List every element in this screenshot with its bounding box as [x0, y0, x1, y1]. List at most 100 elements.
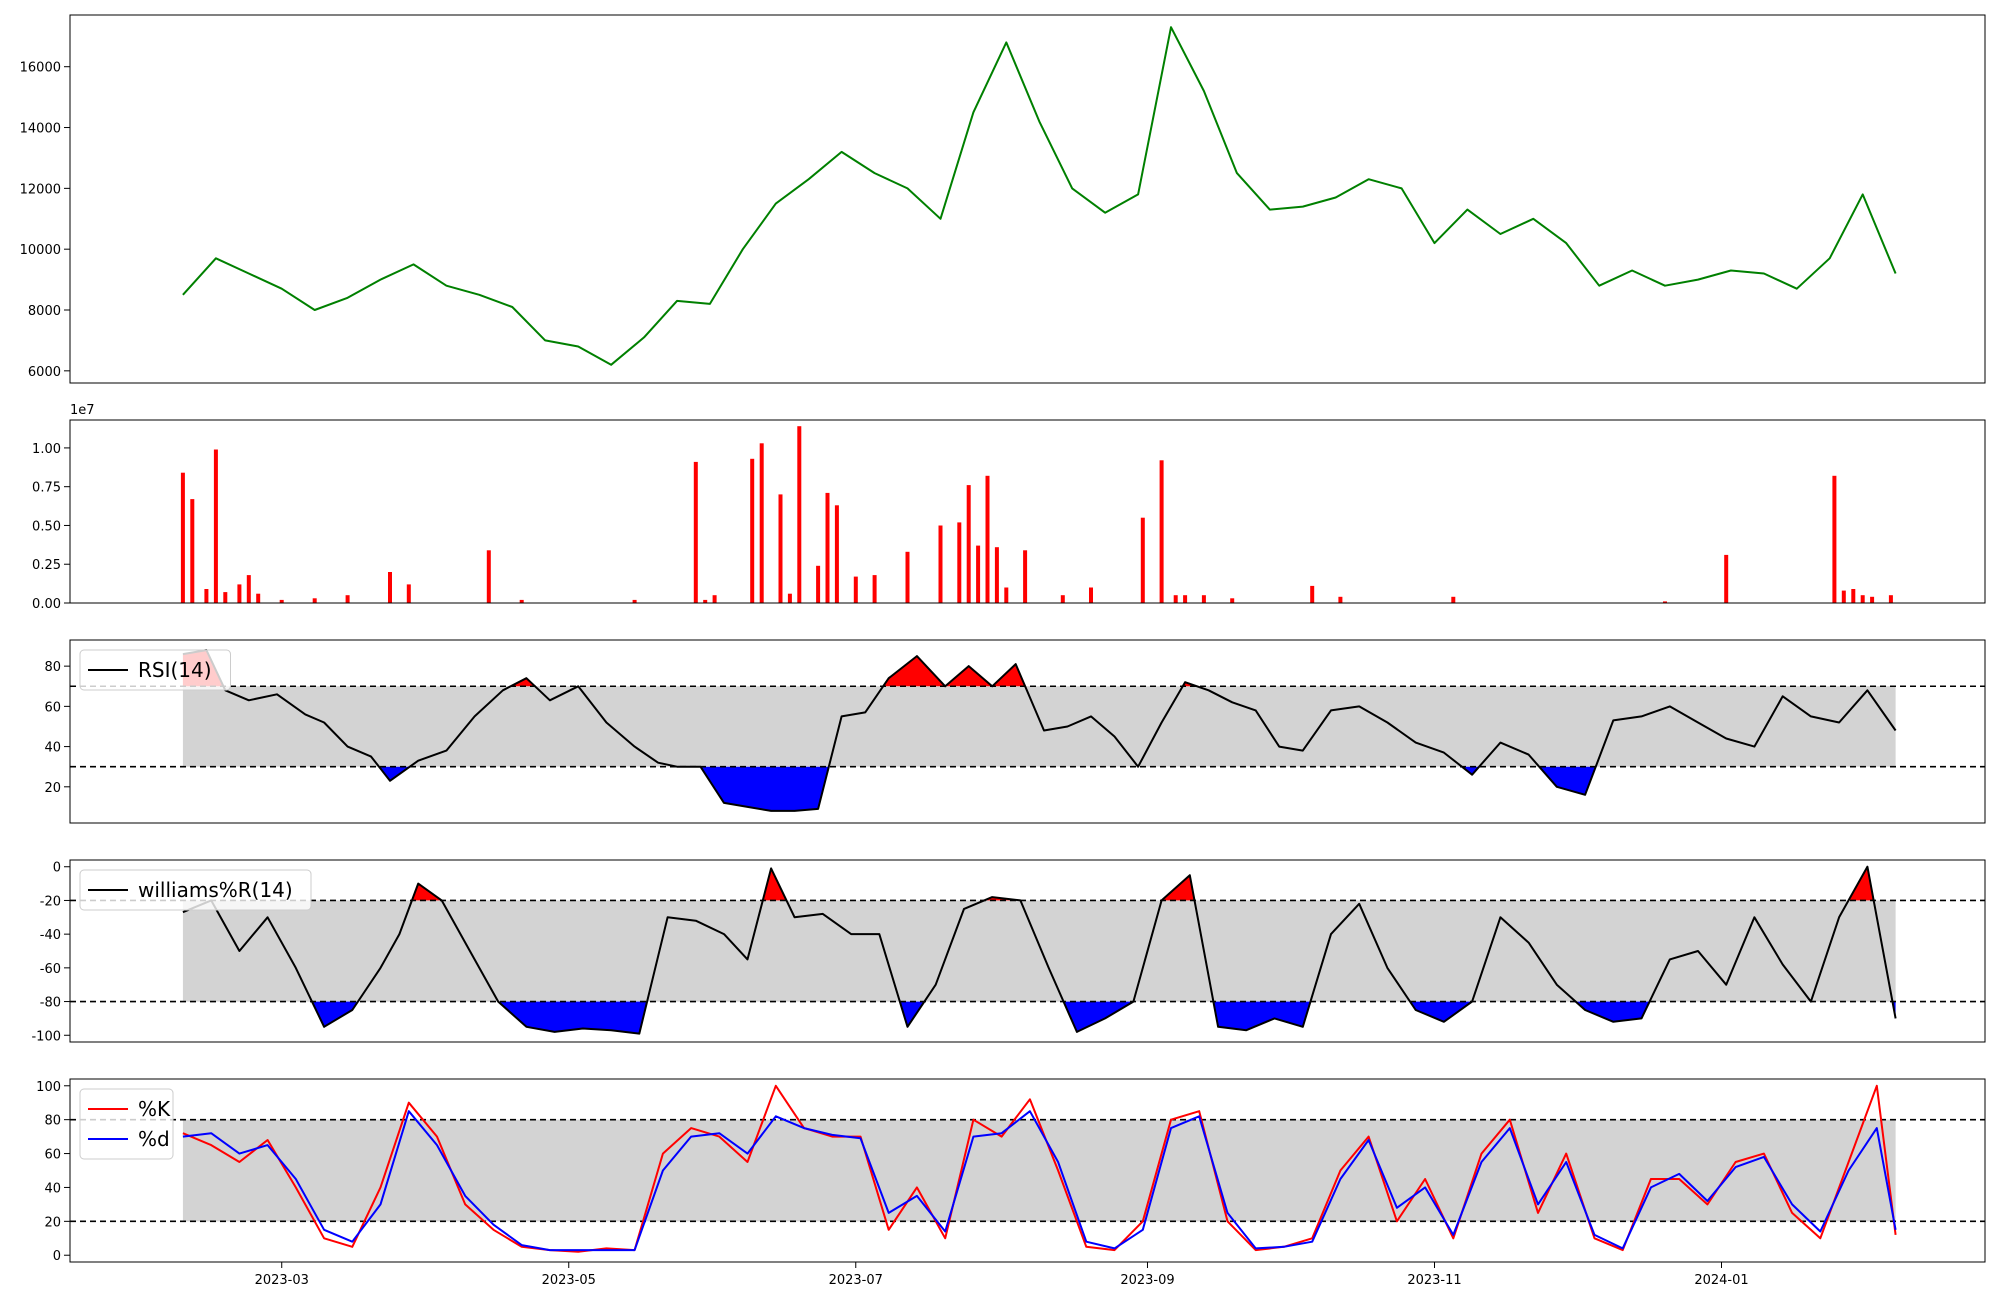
- volume-bar-up: [853, 576, 858, 603]
- stochastic-panel-y-tick-label: 0: [53, 1249, 61, 1264]
- volume-bar-up: [1230, 598, 1235, 603]
- rsi-panel-neutral-band: [182, 686, 1896, 767]
- williams-panel-y-tick-label: -20: [40, 894, 61, 909]
- stochastic-panel-y-tick-label: 20: [44, 1215, 61, 1230]
- volume-bar-up: [1201, 595, 1206, 603]
- stochastic-panel-legend-label: %K: [138, 1097, 171, 1121]
- x-tick-label: 2024-01: [1694, 1273, 1748, 1288]
- volume-bar-up: [1089, 587, 1093, 603]
- x-tick-label: 2023-09: [1120, 1273, 1174, 1288]
- rsi-panel-y-tick-label: 80: [44, 660, 61, 675]
- volume-scale-label: 1e7: [70, 403, 95, 418]
- volume-panel: 0.00 0.25 0.50 0.75 1.00 1e7: [32, 403, 1986, 612]
- volume-panel-y-tick-label: 0.25: [32, 558, 61, 573]
- volume-panel-y-tick-label: 1.00: [32, 442, 61, 457]
- volume-bar-up: [1870, 596, 1875, 603]
- stochastic-panel-y-tick-label: 40: [44, 1181, 61, 1196]
- volume-bar-up: [966, 485, 971, 603]
- stochastic-panel-legend-label: %d: [138, 1127, 170, 1151]
- volume-bar-up: [1183, 595, 1188, 603]
- rsi-panel-legend: [79, 649, 231, 691]
- volume-bar-up: [213, 449, 218, 603]
- price-panel: 6000 8000 10000 12000 14000 16000: [20, 14, 1986, 384]
- volume-panel-frame: [69, 419, 1986, 604]
- volume-bar-up: [938, 525, 943, 603]
- williams-panel-y-tick-label: -60: [40, 962, 61, 977]
- price-panel-y-tick-label: 8000: [28, 304, 61, 319]
- stochastic-panel: 0 20 40 60 80 100 %K %d: [36, 1078, 1986, 1264]
- stochastic-panel-frame: [69, 1078, 1986, 1263]
- volume-bar-up: [825, 492, 830, 603]
- x-tick-label: 2023-05: [542, 1273, 596, 1288]
- price-line: [182, 26, 1897, 366]
- volume-bar-up: [872, 575, 877, 603]
- volume-bar-up: [1888, 595, 1893, 603]
- volume-bar-up: [406, 584, 411, 603]
- williams-panel-legend-label: williams%R(14): [138, 878, 293, 902]
- x-tick-label: 2023-03: [255, 1273, 309, 1288]
- volume-bar-up: [1159, 460, 1164, 603]
- volume-panel-y-tick-label: 0.00: [32, 597, 61, 612]
- volume-bar-up: [312, 598, 317, 603]
- williams-panel-y-tick-label: -80: [40, 996, 61, 1011]
- volume-bar-up: [1451, 596, 1456, 603]
- volume-bar-up: [816, 565, 821, 603]
- williams-panel-frame: [69, 859, 1986, 1043]
- rsi-panel-y-tick-label: 40: [44, 741, 61, 756]
- volume-bar-up: [190, 499, 195, 603]
- volume-bar-up: [1663, 601, 1667, 603]
- williams-panel-line: [182, 865, 1897, 1035]
- stochastic-panel-legend: [79, 1088, 174, 1160]
- williams-panel-y-tick-label: 0: [53, 861, 61, 876]
- volume-bar-up: [797, 426, 802, 603]
- x-tick-label: 2023-07: [829, 1273, 883, 1288]
- williams-panel-y-tick-label: -100: [31, 1029, 61, 1044]
- volume-bar-up: [778, 494, 783, 603]
- volume-bar-up: [256, 593, 261, 603]
- x-tick-label: 2023-11: [1407, 1273, 1461, 1288]
- shared-x-axis: 2023-03 2023-05 2023-07 2023-09 2023-11 2024-…: [255, 1262, 1749, 1288]
- volume-bar-up: [759, 443, 764, 603]
- volume-bar-up: [834, 505, 839, 603]
- volume-bar-up: [1140, 517, 1145, 603]
- volume-bar-up: [905, 551, 910, 603]
- stochastic-d-line: [182, 1110, 1897, 1252]
- volume-bar-up: [985, 475, 990, 603]
- price-panel-y-tick-label: 12000: [20, 182, 61, 197]
- volume-bar-up: [246, 575, 251, 603]
- volume-bar-up: [1724, 554, 1729, 603]
- rsi-panel-line: [182, 649, 1897, 812]
- volume-bar-up: [237, 584, 242, 603]
- williams-panel-oversold-fill: [312, 1001, 1896, 1034]
- volume-bar-up: [1173, 595, 1178, 603]
- stochastic-panel-y-tick-label: 100: [36, 1080, 61, 1095]
- volume-bar-up: [1060, 595, 1065, 603]
- volume-bar-up: [279, 599, 284, 603]
- price-panel-y-tick-label: 14000: [20, 122, 61, 137]
- volume-bar-up: [1860, 595, 1865, 603]
- williams-panel-neutral-band: [182, 900, 1896, 1002]
- price-panel-frame: [69, 14, 1986, 384]
- volume-bar-up: [1832, 475, 1837, 603]
- williams-panel-legend: [79, 869, 312, 911]
- volume-bar-up: [750, 458, 755, 603]
- price-panel-y-tick-label: 6000: [28, 365, 61, 380]
- volume-panel-y-tick-label: 0.50: [32, 519, 61, 534]
- williams-panel: -100 -80 -60 -40 -20 0 williams%R(14): [31, 859, 1986, 1044]
- stochastic-panel-y-tick-label: 60: [44, 1148, 61, 1163]
- volume-bar-up: [712, 595, 717, 603]
- volume-bar-up: [693, 461, 698, 603]
- rsi-panel: 20 40 60 80 RSI(14): [44, 639, 1986, 824]
- volume-panel-y-tick-label: 0.75: [32, 481, 61, 496]
- volume-bar-up: [1023, 550, 1028, 603]
- price-panel-y-tick-label: 10000: [20, 243, 61, 258]
- volume-bar-up: [703, 599, 708, 603]
- volume-bar-up: [1004, 587, 1009, 603]
- volume-bar-up: [180, 472, 185, 603]
- volume-bar-up: [1338, 596, 1343, 603]
- volume-bar-up: [388, 572, 392, 603]
- williams-panel-overbought-fill: [411, 866, 1874, 901]
- volume-bar-up: [204, 589, 209, 603]
